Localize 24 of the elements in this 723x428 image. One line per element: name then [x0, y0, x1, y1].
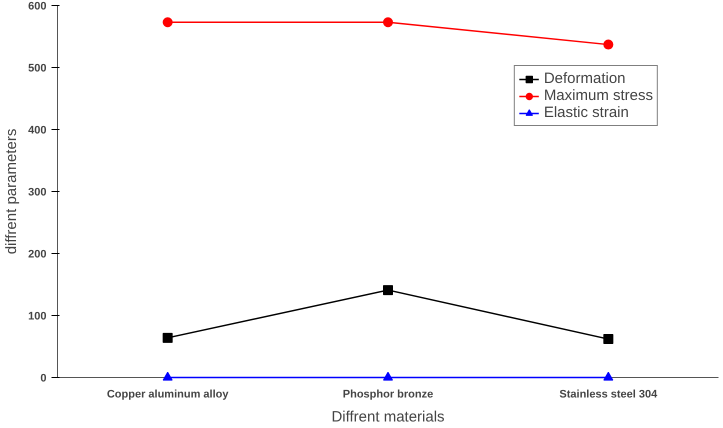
point: [603, 40, 614, 50]
point: [162, 332, 173, 343]
y-tick-label: 400: [28, 124, 47, 136]
y-tick-label: 200: [28, 248, 47, 260]
y-tick-label: 300: [28, 186, 47, 198]
y-tick-label: 100: [28, 310, 47, 322]
x-tick-label: Stainless steel 304: [559, 388, 658, 400]
y-axis-title: diffrent parameters: [3, 128, 20, 254]
point: [603, 334, 614, 344]
y-tick-label: 600: [28, 0, 47, 12]
y-tick-label: 500: [28, 62, 47, 74]
point: [383, 372, 393, 381]
point: [162, 17, 173, 28]
point: [603, 372, 614, 381]
legend-label: Deformation: [544, 70, 626, 87]
x-tick-label: Phosphor bronze: [342, 388, 434, 400]
legend-label: Elastic strain: [544, 104, 629, 121]
point: [383, 285, 393, 296]
point: [383, 17, 393, 28]
x-tick-label: Copper aluminum alloy: [106, 388, 230, 400]
y-tick-label: 0: [40, 372, 47, 384]
x-axis-title: Diffrent materials: [331, 408, 445, 426]
legend-label: Maximum stress: [544, 87, 653, 104]
point: [162, 372, 173, 381]
